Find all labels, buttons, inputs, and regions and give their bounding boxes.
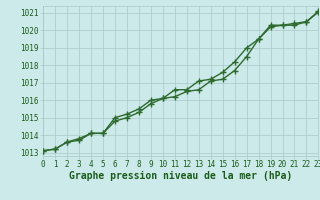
X-axis label: Graphe pression niveau de la mer (hPa): Graphe pression niveau de la mer (hPa) [69, 171, 292, 181]
